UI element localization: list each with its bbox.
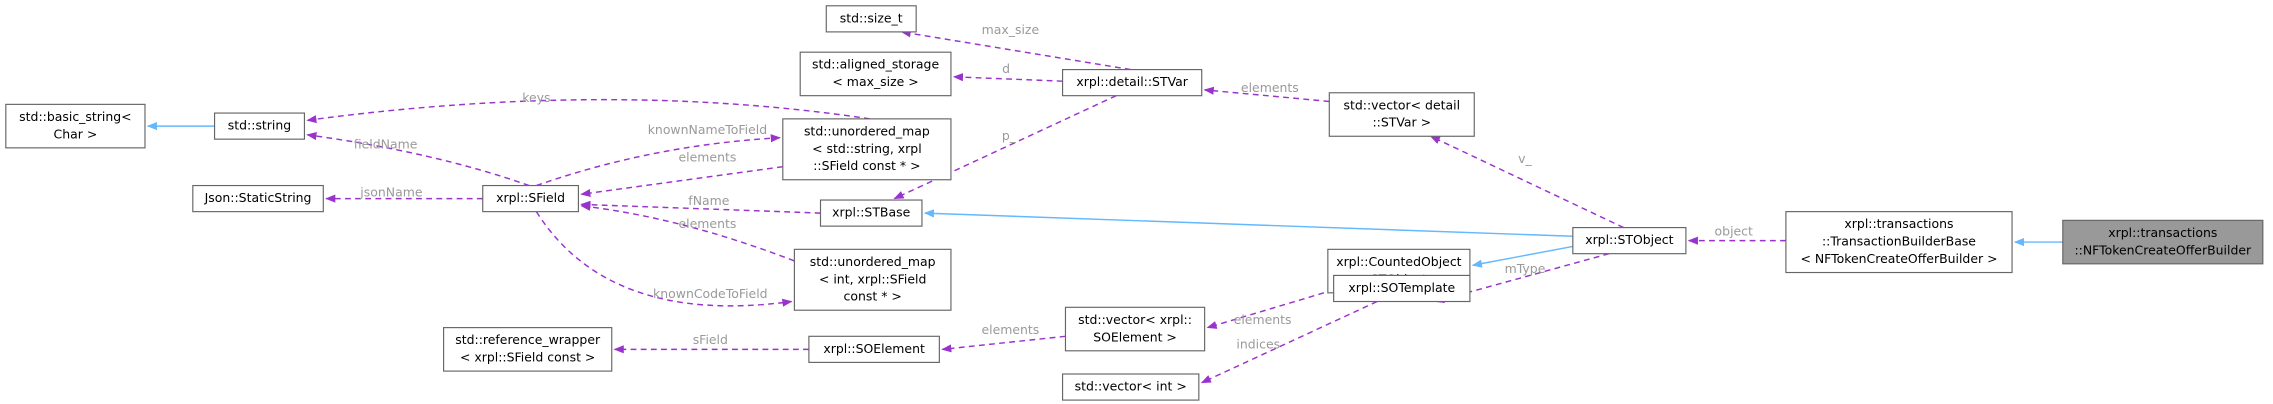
edge-label: elements [679,216,737,231]
node-label: xrpl::SField [496,190,565,205]
class-node [1061,69,1203,97]
node-label: ::STVar > [1372,115,1431,130]
usage-edge [536,134,781,187]
node-label: < std::string, xrpl [812,141,922,156]
node-label: xrpl::CountedObject [1336,254,1461,269]
class-node [799,51,952,97]
node-label: < max_size > [832,74,918,89]
edge-label: max_size [982,22,1040,37]
class-node [1328,92,1475,137]
class-node [213,112,306,140]
class-node [1064,306,1206,352]
edge-label: keys [522,90,550,105]
edge-label: indices [1236,337,1280,352]
node-label: std::unordered_map [810,254,936,269]
inheritance-edge [923,209,1573,238]
node-label: xrpl::transactions [1844,216,1953,231]
usage-edge [306,98,870,124]
node-label: ::SField const * > [813,158,920,173]
node-label: Json::StaticString [204,190,312,205]
edge-label: fieldName [354,136,418,151]
node-label: std::vector< int > [1075,379,1187,394]
usage-edge [1206,289,1334,329]
usage-edge [900,29,1131,71]
usage-edge [1200,300,1378,384]
node-label: std::unordered_map [804,123,930,138]
node-label: Char > [54,126,98,141]
class-node [819,199,923,227]
inheritance-edge [1471,245,1573,268]
node-label: std::vector< detail [1343,97,1460,112]
node-label: < NFTokenCreateOfferBuilder > [1800,251,1997,266]
node-label: xrpl::SOElement [823,341,925,356]
edge-label: knownCodeToField [653,286,768,301]
class-node [1785,211,2013,274]
edge-label: fName [688,193,729,208]
node-label: xrpl::STObject [1585,232,1673,247]
edge-label: elements [981,322,1039,337]
usage-edge [893,95,1117,200]
class-node [1061,373,1200,401]
class-node [2062,219,2264,265]
node-label: SOElement > [1093,329,1177,344]
node-label: std::size_t [840,10,903,25]
node-label: const * > [844,289,902,304]
class-node [1333,274,1471,303]
node-label: xrpl::detail::STVar [1076,74,1188,89]
edge-label: elements [1234,312,1292,327]
class-node [808,335,940,363]
node-label: ::NFTokenCreateOfferBuilder [2074,242,2252,257]
edge-label: object [1715,223,1753,238]
edge-label: p_ [1002,128,1017,143]
usage-edge [580,165,783,198]
class-node [825,5,917,33]
edge-label: d [1002,61,1010,76]
node-label: < int, xrpl::SField [819,271,926,286]
edge-label: knownNameToField [648,122,767,137]
usage-edge [1203,86,1330,103]
usage-edge [306,132,530,187]
node-label: std::aligned_storage [812,57,939,72]
edge-label: v_ [1518,151,1532,166]
node-label: std::string [228,118,291,133]
class-node [482,184,579,213]
node-label: < xrpl::SField const > [460,350,595,365]
node-label: xrpl::transactions [2108,225,2217,240]
class-node [782,118,952,181]
edge-label: elements [1241,80,1299,95]
usage-edge [1429,135,1624,229]
class-node [1572,227,1687,255]
node-label: std::basic_string< [19,109,131,124]
class-node [5,103,146,149]
edge-label: elements [679,150,737,165]
edge-label: sField [693,332,728,347]
node-label: std::vector< xrpl:: [1078,312,1192,327]
usage-edge [580,202,795,262]
usage-edge [952,73,1063,82]
node-label: xrpl::STBase [832,205,910,220]
edge-label: jsonName [359,184,422,199]
class-node [443,327,613,372]
edge-label: mType [1505,261,1546,276]
usage-edge [941,335,1066,353]
usage-edge [535,211,793,307]
class-node [793,248,952,311]
node-label: std::reference_wrapper [455,332,601,347]
class-node [192,184,324,213]
node-label: xrpl::SOTemplate [1348,280,1455,295]
node-label: ::TransactionBuilderBase [1822,234,1976,249]
